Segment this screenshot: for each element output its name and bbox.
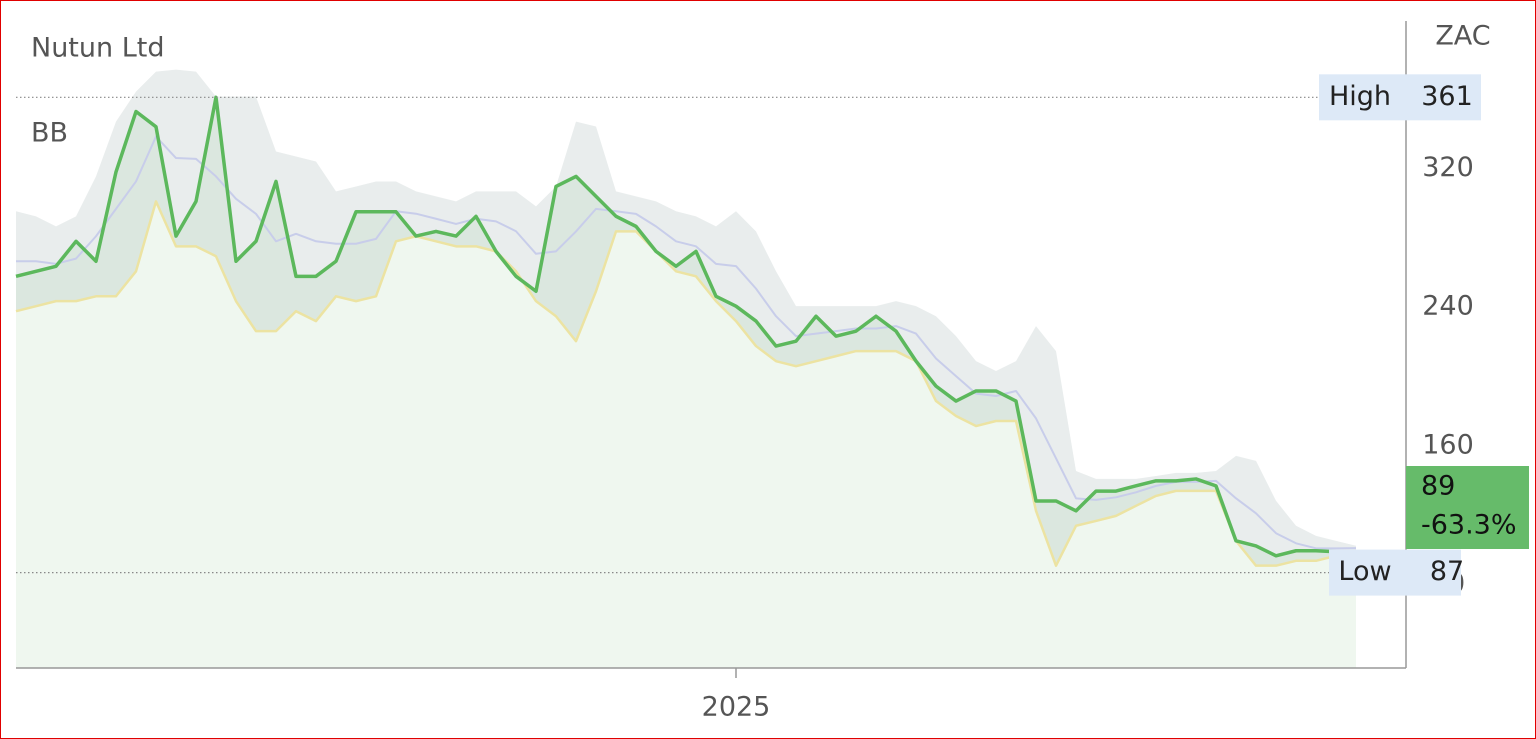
series-line [15, 200, 1357, 567]
y-tick-label: 160 [1422, 429, 1474, 460]
series-line [16, 135, 1357, 550]
y-tick-label: 320 [1422, 152, 1474, 183]
low-box [1329, 549, 1461, 596]
x-tick-label: 2025 [702, 692, 771, 723]
last-change: -63.3% [1421, 510, 1517, 541]
unit-label: ZAC [1435, 21, 1490, 52]
last-box [1406, 466, 1529, 549]
chart-title: Nutun Ltd [31, 33, 164, 64]
high-value: 361 [1421, 81, 1473, 112]
y-tick-label: 240 [1422, 291, 1474, 322]
indicator-label: BB [31, 118, 68, 149]
high-box [1319, 74, 1481, 121]
low-label: Low [1338, 556, 1391, 587]
last-value: 89 [1421, 471, 1455, 502]
high-label: High [1329, 81, 1391, 112]
series-line [15, 95, 1358, 571]
price-area [16, 97, 1356, 668]
low-value: 87 [1430, 556, 1464, 587]
